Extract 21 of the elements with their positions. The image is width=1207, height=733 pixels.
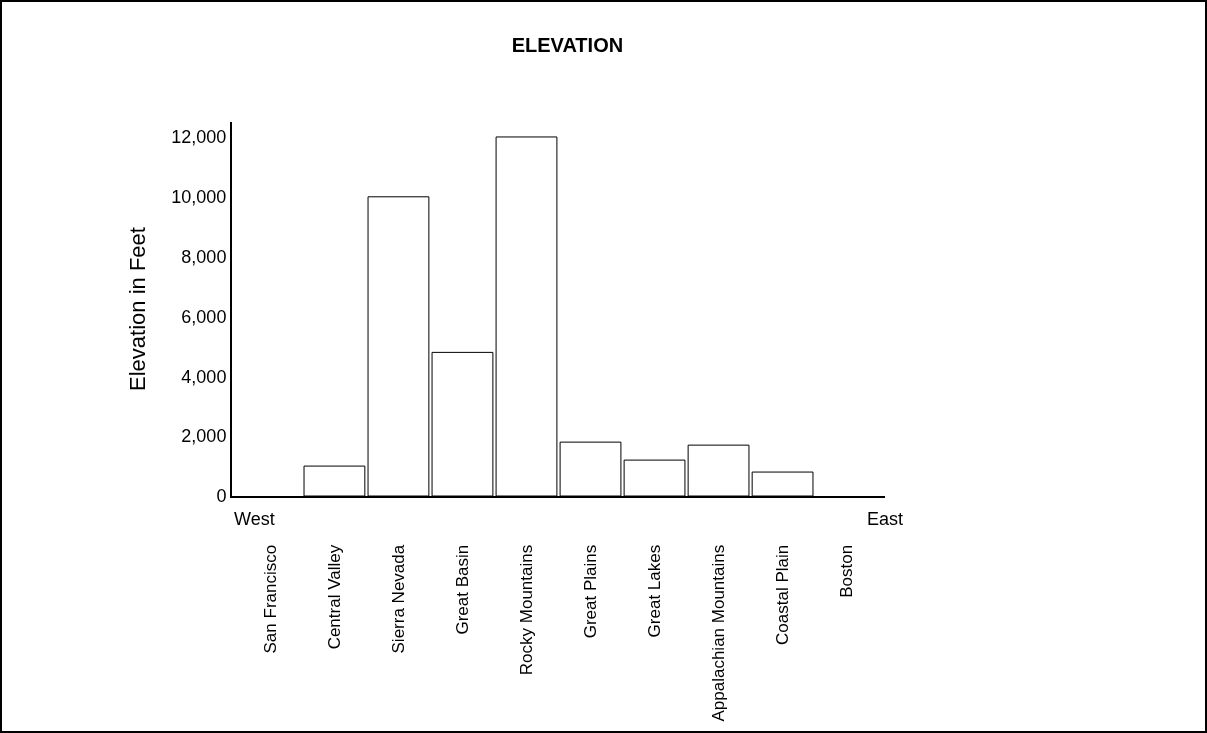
y-tick-label: 6,000 [181, 306, 227, 327]
x-tick-label: Rocky Mountains [517, 544, 537, 676]
y-axis-title: Elevation in Feet [124, 227, 150, 391]
chart-title: ELEVATION [511, 34, 624, 57]
x-tick-label: Appalachian Mountains [709, 544, 729, 722]
x-tick-label: San Francisco [260, 544, 280, 654]
x-tick-label: Coastal Plain [773, 544, 793, 645]
text: West [234, 509, 275, 529]
x-tick-label: Sierra Nevada [388, 544, 408, 654]
x-tick-label: Central Valley [324, 544, 344, 650]
x-tick-label: Great Lakes [645, 544, 665, 638]
y-tick-label: 8,000 [181, 246, 227, 267]
y-tick-label: 10,000 [171, 187, 227, 208]
x-tick-label: Boston [837, 544, 857, 598]
y-tick-label: 2,000 [181, 426, 227, 447]
text: East [867, 509, 904, 529]
x-tick-label: Great Plains [581, 544, 601, 639]
y-tick-label: 4,000 [181, 366, 227, 387]
x-tick-label: Great Basin [452, 544, 472, 635]
y-tick-label: 0 [216, 486, 227, 507]
y-tick-label: 12,000 [171, 127, 227, 148]
